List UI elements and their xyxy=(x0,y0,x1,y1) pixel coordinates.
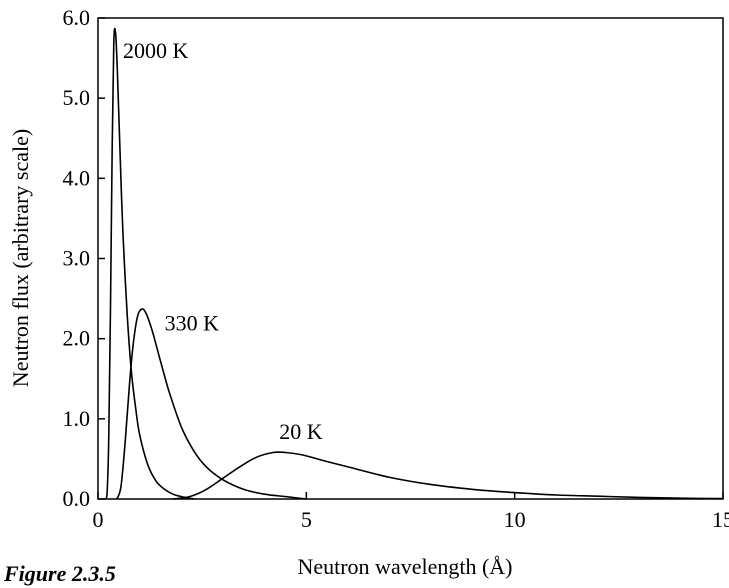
y-axis-label: Neutron flux (arbitrary scale) xyxy=(8,129,33,387)
y-tick-label: 6.0 xyxy=(63,5,91,30)
series-lines xyxy=(104,27,724,500)
series-line-2000-k xyxy=(104,27,194,500)
x-tick-label: 5 xyxy=(301,507,312,532)
x-tick-label: 0 xyxy=(93,507,104,532)
plot-frame xyxy=(97,17,724,500)
y-axis-ticks: 0.0 1.0 2.0 3.0 4.0 5.0 6.0 xyxy=(63,5,105,511)
y-tick-label: 0.0 xyxy=(63,486,91,511)
x-tick-label: 10 xyxy=(504,507,526,532)
series-annotation: 2000 K xyxy=(123,38,189,63)
y-tick-label: 4.0 xyxy=(63,165,91,190)
series-line-330-k xyxy=(116,308,307,500)
x-axis-ticks: 0 5 10 15 xyxy=(93,492,729,532)
y-tick-label: 3.0 xyxy=(63,246,91,271)
series-annotation: 20 K xyxy=(279,419,323,444)
x-tick-label: 15 xyxy=(712,507,729,532)
series-annotations: 2000 K 330 K 20 K xyxy=(123,38,323,444)
y-tick-label: 5.0 xyxy=(63,85,91,110)
figure-caption: Figure 2.3.5 xyxy=(3,561,116,586)
series-line-20-k xyxy=(172,451,724,500)
series-annotation: 330 K xyxy=(165,311,220,336)
y-tick-label: 2.0 xyxy=(63,326,91,351)
y-tick-label: 1.0 xyxy=(63,406,91,431)
x-axis-label: Neutron wavelength (Å) xyxy=(297,554,512,579)
